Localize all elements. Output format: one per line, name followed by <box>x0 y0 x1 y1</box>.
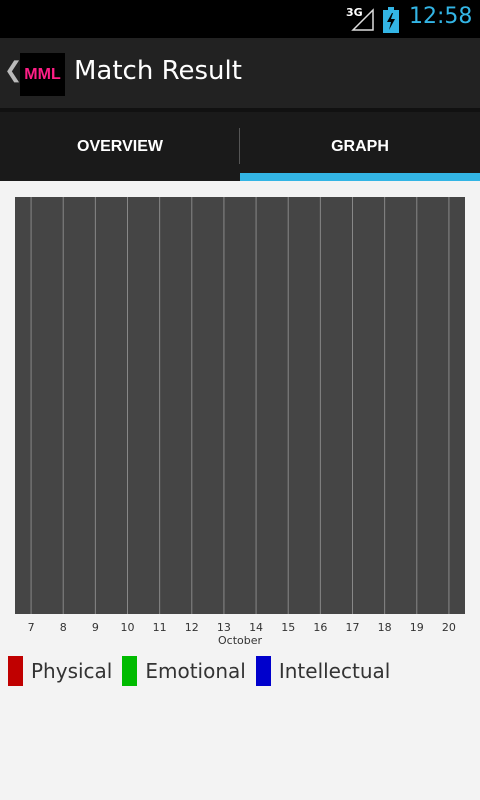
legend-label-intellectual: Intellectual <box>278 659 391 683</box>
battery-charging-icon <box>383 7 399 33</box>
tab-graph[interactable]: GRAPH <box>240 112 480 181</box>
x-tick-label: 12 <box>185 621 199 634</box>
app-icon[interactable]: MML <box>20 53 65 96</box>
legend-swatch-emotional <box>122 656 138 686</box>
graph-content: 7 8 9 10 11 12 13 14 15 16 17 18 19 20 October Physica… <box>0 181 480 800</box>
legend-item-intellectual: Intellectual <box>255 656 391 686</box>
tab-graph-label: GRAPH <box>331 137 389 155</box>
network-type: 3G <box>346 6 363 19</box>
x-axis-label: October <box>218 634 262 647</box>
plot-area <box>15 197 465 614</box>
chart-legend: Physical Emotional Intellectual <box>8 655 400 687</box>
chevron-left-icon[interactable]: ❮ <box>4 58 23 83</box>
signal-icon <box>351 8 374 31</box>
biorhythm-chart: 7 8 9 10 11 12 13 14 15 16 17 18 19 20 October <box>0 181 465 647</box>
x-tick-label: 16 <box>313 621 327 634</box>
legend-item-physical: Physical <box>8 656 112 686</box>
x-tick-label: 17 <box>346 621 360 634</box>
tab-separator <box>239 128 240 164</box>
x-tick-label: 14 <box>249 621 263 634</box>
tab-selected-indicator <box>240 173 480 181</box>
tab-bar: OVERVIEW GRAPH <box>0 112 480 181</box>
x-tick-label: 11 <box>153 621 167 634</box>
action-bar: ❮ MML Match Result <box>0 38 480 110</box>
legend-label-physical: Physical <box>31 659 113 683</box>
action-bar-divider <box>0 108 480 112</box>
legend-swatch-intellectual <box>255 656 271 686</box>
app-icon-text: MML <box>24 65 61 83</box>
x-tick-label: 15 <box>281 621 295 634</box>
status-clock: 12:58 <box>409 4 473 29</box>
tab-overview-label: OVERVIEW <box>77 137 163 155</box>
x-tick-label: 9 <box>92 621 99 634</box>
status-bar: 3G 12:58 <box>0 0 480 38</box>
x-tick-label: 8 <box>60 621 67 634</box>
legend-item-emotional: Emotional <box>122 656 246 686</box>
x-tick-label: 7 <box>28 621 35 634</box>
x-tick-label: 18 <box>378 621 392 634</box>
x-tick-label: 20 <box>442 621 456 634</box>
legend-swatch-physical <box>8 656 23 686</box>
x-tick-label: 10 <box>121 621 135 634</box>
page-title: Match Result <box>74 56 242 86</box>
x-tick-label: 19 <box>410 621 424 634</box>
legend-label-emotional: Emotional <box>145 659 246 683</box>
x-tick-label: 13 <box>217 621 231 634</box>
tab-overview[interactable]: OVERVIEW <box>0 112 240 181</box>
